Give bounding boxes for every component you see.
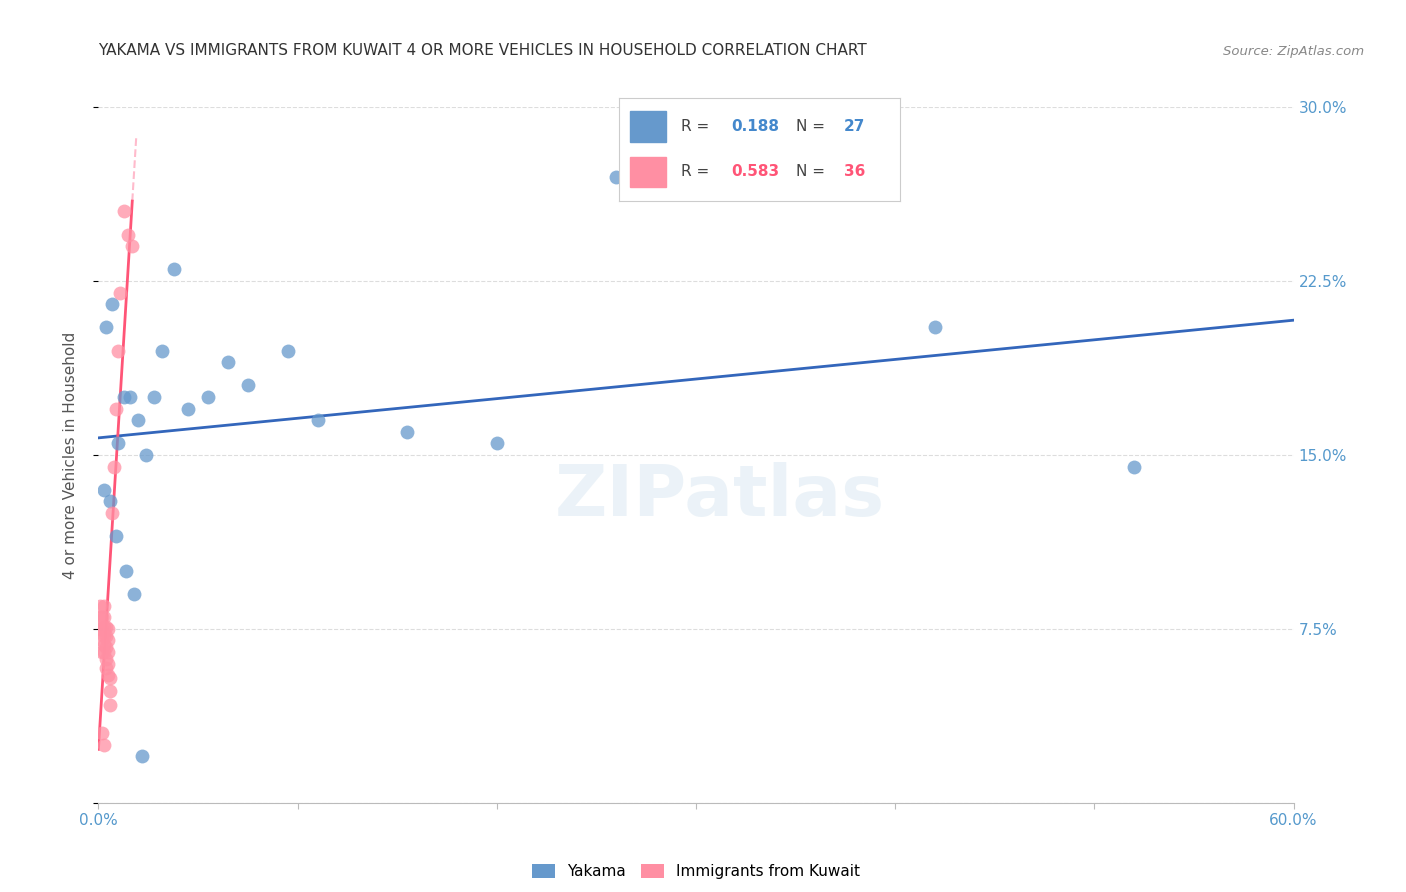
Text: R =: R = bbox=[681, 164, 714, 179]
Point bbox=[93, 645, 115, 659]
Point bbox=[97, 668, 120, 682]
Point bbox=[96, 320, 118, 334]
Point bbox=[89, 622, 111, 636]
Point bbox=[107, 343, 129, 358]
Point bbox=[100, 671, 122, 685]
Point bbox=[93, 619, 115, 633]
Point bbox=[91, 645, 114, 659]
Point bbox=[115, 564, 138, 578]
Point bbox=[96, 652, 118, 666]
Point bbox=[177, 401, 200, 416]
Point bbox=[96, 619, 118, 633]
Point bbox=[93, 483, 115, 497]
Point bbox=[100, 698, 122, 713]
FancyBboxPatch shape bbox=[630, 157, 666, 187]
Text: 36: 36 bbox=[844, 164, 865, 179]
Point bbox=[236, 378, 259, 392]
Point bbox=[112, 204, 135, 219]
Text: R =: R = bbox=[681, 120, 714, 135]
Point bbox=[605, 169, 627, 184]
Point bbox=[112, 390, 135, 404]
Point bbox=[143, 390, 166, 404]
Point bbox=[120, 390, 142, 404]
Point bbox=[97, 645, 120, 659]
Point bbox=[97, 633, 120, 648]
Point bbox=[396, 425, 419, 439]
Point bbox=[163, 262, 186, 277]
Point bbox=[307, 413, 329, 427]
Point bbox=[89, 610, 111, 624]
Point bbox=[97, 622, 120, 636]
Point bbox=[100, 684, 122, 698]
Text: YAKAMA VS IMMIGRANTS FROM KUWAIT 4 OR MORE VEHICLES IN HOUSEHOLD CORRELATION CHA: YAKAMA VS IMMIGRANTS FROM KUWAIT 4 OR MO… bbox=[98, 43, 868, 58]
Point bbox=[924, 320, 946, 334]
Point bbox=[93, 738, 115, 752]
Point bbox=[91, 622, 114, 636]
Point bbox=[124, 587, 146, 601]
Point bbox=[91, 633, 114, 648]
Point bbox=[89, 599, 111, 613]
Text: 0.583: 0.583 bbox=[731, 164, 779, 179]
Point bbox=[117, 227, 139, 242]
Point bbox=[91, 726, 114, 740]
Point bbox=[101, 297, 124, 311]
Point bbox=[96, 629, 118, 643]
Point bbox=[91, 610, 114, 624]
Point bbox=[97, 657, 120, 671]
Text: Source: ZipAtlas.com: Source: ZipAtlas.com bbox=[1223, 45, 1364, 58]
Legend: Yakama, Immigrants from Kuwait: Yakama, Immigrants from Kuwait bbox=[526, 858, 866, 886]
Point bbox=[96, 661, 118, 675]
Text: ZIPatlas: ZIPatlas bbox=[555, 462, 884, 531]
Point bbox=[131, 749, 153, 764]
Point bbox=[217, 355, 239, 369]
Point bbox=[127, 413, 149, 427]
Point bbox=[135, 448, 157, 462]
Point bbox=[105, 529, 128, 543]
Point bbox=[485, 436, 508, 450]
Point bbox=[110, 285, 132, 300]
Point bbox=[96, 640, 118, 655]
Point bbox=[93, 629, 115, 643]
Point bbox=[100, 494, 122, 508]
Point bbox=[107, 436, 129, 450]
FancyBboxPatch shape bbox=[630, 112, 666, 142]
Text: 0.188: 0.188 bbox=[731, 120, 779, 135]
Point bbox=[277, 343, 299, 358]
Text: N =: N = bbox=[796, 120, 830, 135]
Y-axis label: 4 or more Vehicles in Household: 4 or more Vehicles in Household bbox=[63, 331, 77, 579]
Point bbox=[121, 239, 143, 253]
Text: N =: N = bbox=[796, 164, 830, 179]
Point bbox=[197, 390, 219, 404]
Point bbox=[1123, 459, 1146, 474]
Point bbox=[93, 599, 115, 613]
Point bbox=[93, 610, 115, 624]
Text: 27: 27 bbox=[844, 120, 865, 135]
Point bbox=[103, 459, 125, 474]
Point bbox=[105, 401, 128, 416]
Point bbox=[93, 638, 115, 652]
Point bbox=[101, 506, 124, 520]
Point bbox=[150, 343, 173, 358]
